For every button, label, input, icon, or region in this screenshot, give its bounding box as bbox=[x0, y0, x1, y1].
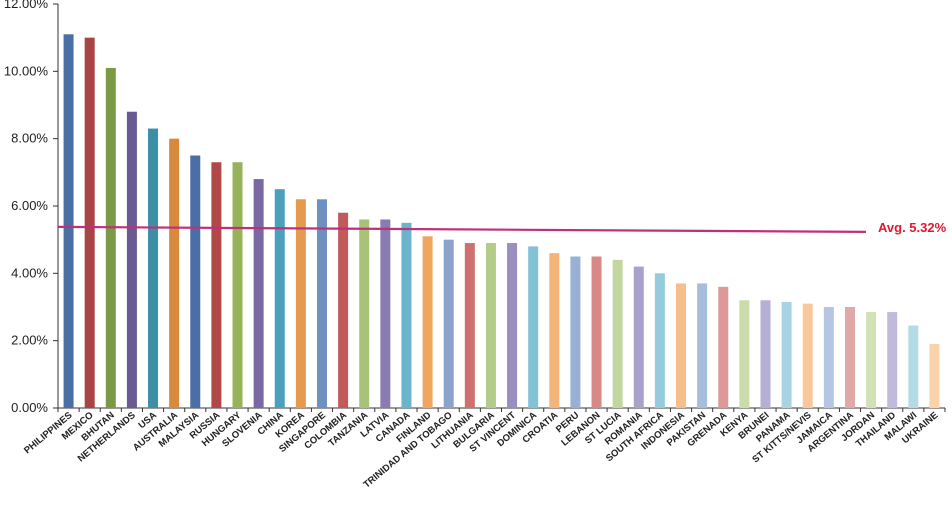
bar-hungary bbox=[232, 162, 243, 408]
bar-colombia bbox=[338, 212, 349, 408]
bar-bhutan bbox=[105, 67, 116, 408]
bar-australia bbox=[169, 138, 180, 408]
y-tick-label: 10.00% bbox=[4, 63, 49, 78]
bar-netherlands bbox=[126, 111, 137, 408]
bar-argentina bbox=[844, 307, 855, 408]
category-labels: PHILIPPINESMEXICOBHUTANNETHERLANDSUSAAUS… bbox=[22, 409, 940, 490]
bar-indonesia bbox=[676, 283, 687, 408]
bar-brunei bbox=[760, 300, 771, 408]
bar-jamaica bbox=[823, 307, 834, 408]
bar-china bbox=[274, 189, 285, 408]
bar-st-kitts-nevis bbox=[802, 303, 813, 408]
bar-south-africa bbox=[654, 273, 665, 408]
bar-malawi bbox=[908, 325, 919, 408]
bar-singapore bbox=[316, 199, 327, 408]
bar-ukraine bbox=[929, 344, 940, 408]
bar-trinidad-and-tobago bbox=[443, 239, 454, 408]
bar-jordan bbox=[866, 312, 877, 408]
bar-philippines bbox=[63, 34, 74, 409]
chart-axes: 0.00% 2.00% 4.00% 6.00% 8.00% 10.00% 12.00% bbox=[4, 0, 946, 415]
bar-pakistan bbox=[697, 283, 708, 408]
average-line-group: Avg. 5.32% bbox=[57, 220, 947, 235]
bar-peru bbox=[570, 256, 581, 408]
y-tick-label: 4.00% bbox=[11, 265, 48, 280]
bar-korea bbox=[295, 199, 306, 408]
bar-thailand bbox=[887, 312, 898, 408]
bar-finland bbox=[422, 236, 433, 408]
bar-mexico bbox=[84, 37, 95, 409]
chart-bars bbox=[63, 34, 940, 409]
bar-russia bbox=[211, 162, 222, 408]
bar-tanzania bbox=[359, 219, 370, 408]
bar-panama bbox=[781, 301, 792, 408]
bar-croatia bbox=[549, 253, 560, 408]
average-label: Avg. 5.32% bbox=[878, 220, 947, 235]
bar-romania bbox=[633, 266, 644, 408]
bar-kenya bbox=[739, 300, 750, 408]
bar-st-vincent bbox=[507, 243, 518, 408]
bar-lithuania bbox=[464, 243, 475, 408]
y-tick-label: 8.00% bbox=[11, 131, 48, 146]
y-tick-label: 2.00% bbox=[11, 333, 48, 348]
bar-lebanon bbox=[591, 256, 602, 408]
bar-usa bbox=[148, 128, 159, 409]
y-tick-label: 0.00% bbox=[11, 400, 48, 415]
y-tick-label: 6.00% bbox=[11, 198, 48, 213]
bar-latvia bbox=[380, 219, 391, 408]
bar-grenada bbox=[718, 286, 729, 408]
bar-bulgaria bbox=[485, 243, 496, 408]
bar-slovenia bbox=[253, 179, 264, 408]
bar-canada bbox=[401, 222, 412, 408]
bar-st-lucia bbox=[612, 259, 623, 408]
bar-malaysia bbox=[190, 155, 201, 408]
y-tick-label: 12.00% bbox=[4, 0, 49, 11]
bar-dominica bbox=[528, 246, 539, 408]
average-line bbox=[57, 225, 867, 233]
